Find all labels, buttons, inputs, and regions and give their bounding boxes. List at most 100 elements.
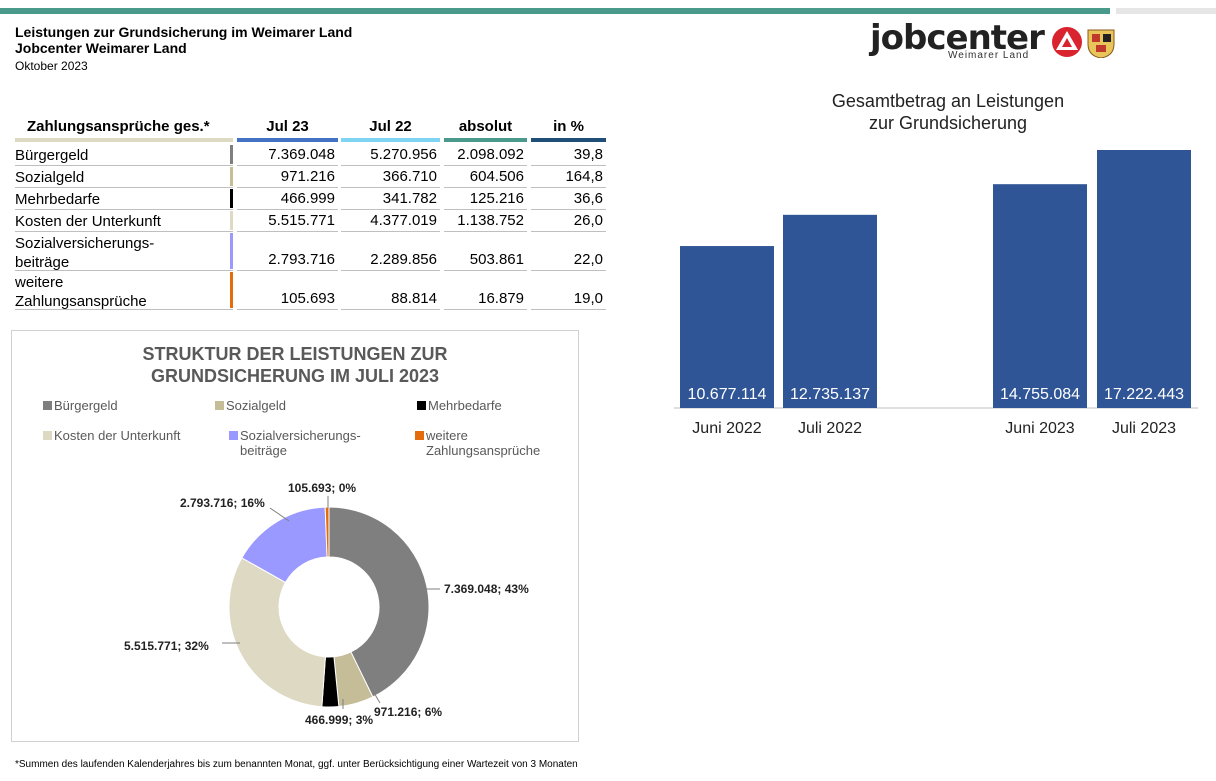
pie-leader-line [366,680,381,704]
bar-title-line2: zur Grundsicherung [868,113,1028,133]
table-row-divider [444,187,527,188]
table-cell: 2.793.716 [268,251,335,268]
table-header-cell: absolut [458,118,513,135]
pie-legend-label: Zahlungsansprüche [426,443,541,458]
pie-title-line2: GRUNDSICHERUNG IM JULI 2023 [150,366,440,386]
bar-data-label: 17.222.443 [1104,386,1184,403]
pie-legend-label: beiträge [240,443,287,458]
table-row-divider [15,209,233,210]
table-cell: 125.216 [469,190,524,207]
table-row-label-line: beiträge [15,254,70,271]
table-cell: 1.138.752 [457,212,524,229]
table-row-divider [341,270,440,271]
table-row-label: Kosten der Unterkunft [15,212,161,231]
pie-legend-label: Sozialversicherungs- [240,428,361,443]
table-row-divider [237,165,338,166]
table-row-label-line: Sozialversicherungs- [15,235,155,252]
pie-data-label: 7.369.048; 43% [444,582,529,596]
pie-legend-swatch [415,431,424,440]
pie-slice [324,506,330,558]
table-cell: 5.515.771 [268,212,335,229]
pie-chart-svg [222,496,440,709]
table-header-underline [15,138,233,142]
table-row-label-line: weitere [15,274,64,291]
table-row-marker [230,167,233,186]
bar-category-label: Juli 2023 [1112,420,1176,437]
table-row-label: Bürgergeld [15,146,88,165]
bar [680,246,774,408]
pie-legend-swatch [229,431,238,440]
table-row-marker [230,272,233,308]
pie-legend-label: Mehrbedarfe [428,398,502,413]
footnote: *Summen des laufenden Kalenderjahres bis… [15,759,578,770]
table-row-divider [237,231,338,232]
table-row-divider [531,231,606,232]
table-row-divider [531,187,606,188]
table-row-label: Sozialversicherungs-beiträge [15,234,154,272]
pie-chart-panel: STRUKTUR DER LEISTUNGEN ZUR GRUNDSICHERU… [11,330,579,742]
table-row-label-line: Bürgergeld [15,147,89,164]
table-row-divider [341,209,440,210]
table-cell: 4.377.019 [370,212,437,229]
logo-emblem-icon [1052,27,1115,58]
table-row-divider [15,187,233,188]
table-cell: 22,0 [573,251,603,268]
table-header-cell: Zahlungsansprüche ges.* [27,118,210,135]
pie-legend-swatch [43,431,52,440]
table-row-marker [230,211,233,230]
pie-data-label: 466.999; 3% [305,713,374,727]
table-cell: 16.879 [478,290,524,307]
table-row-label-line: Sozialgeld [15,169,85,186]
table-row-divider [531,209,606,210]
table-cell: 105.693 [280,290,335,307]
bar-data-label: 14.755.084 [1000,386,1080,403]
bar-category-label: Juni 2023 [1005,420,1074,437]
pie-legend-item: Kosten der Unterkunft [43,428,180,443]
pie-legend-swatch [43,401,52,410]
table-header-cell: Jul 22 [369,118,412,135]
table-row-label: Mehrbedarfe [15,190,100,209]
table-cell: 5.270.956 [370,146,437,163]
table-header-underline [531,138,606,142]
table-row-divider [237,309,338,310]
table-row-divider [237,187,338,188]
table-row-divider [15,231,233,232]
table-header-underline [444,138,527,142]
pie-slice [228,557,326,708]
table-row-divider [237,270,338,271]
table-header-cell: Jul 23 [266,118,309,135]
pie-legend-label: Sozialgeld [226,398,286,413]
table-cell: 7.369.048 [268,146,335,163]
table-row-divider [15,165,233,166]
table-row-label-line: Zahlungsansprüche [15,293,147,310]
jobcenter-logo: jobcenter Weimarer Land [870,18,1120,64]
report-date: Oktober 2023 [15,59,88,73]
table-cell: 503.861 [469,251,524,268]
pie-legend-swatch [215,401,224,410]
table-row-divider [341,309,440,310]
table-row-divider [15,309,233,310]
table-header-underline [237,138,338,142]
table-cell: 2.289.856 [370,251,437,268]
table-row-divider [531,309,606,310]
bar-category-label: Juli 2022 [798,420,862,437]
table-cell: 366.710 [382,168,437,185]
table-cell: 26,0 [573,212,603,229]
pie-data-label: 105.693; 0% [288,481,357,495]
pie-data-label: 5.515.771; 32% [124,639,209,653]
table-cell: 466.999 [280,190,335,207]
pie-legend-label: weitere [426,428,468,443]
table-row-label-line: Kosten der Unterkunft [15,213,161,230]
logo-wordmark: jobcenter [870,18,1045,58]
table-cell: 88.814 [391,290,437,307]
pie-legend-item: Sozialversicherungs-beiträge [229,428,361,458]
report-subtitle: Jobcenter Weimarer Land [15,40,187,56]
table-row-divider [444,209,527,210]
bar [783,214,877,408]
table-row-divider [444,270,527,271]
bar-category-label: Juni 2022 [692,420,761,437]
table-cell: 39,8 [573,146,603,163]
table-row-divider [237,209,338,210]
table-cell: 19,0 [573,290,603,307]
accent-bar-grey [1116,8,1216,14]
